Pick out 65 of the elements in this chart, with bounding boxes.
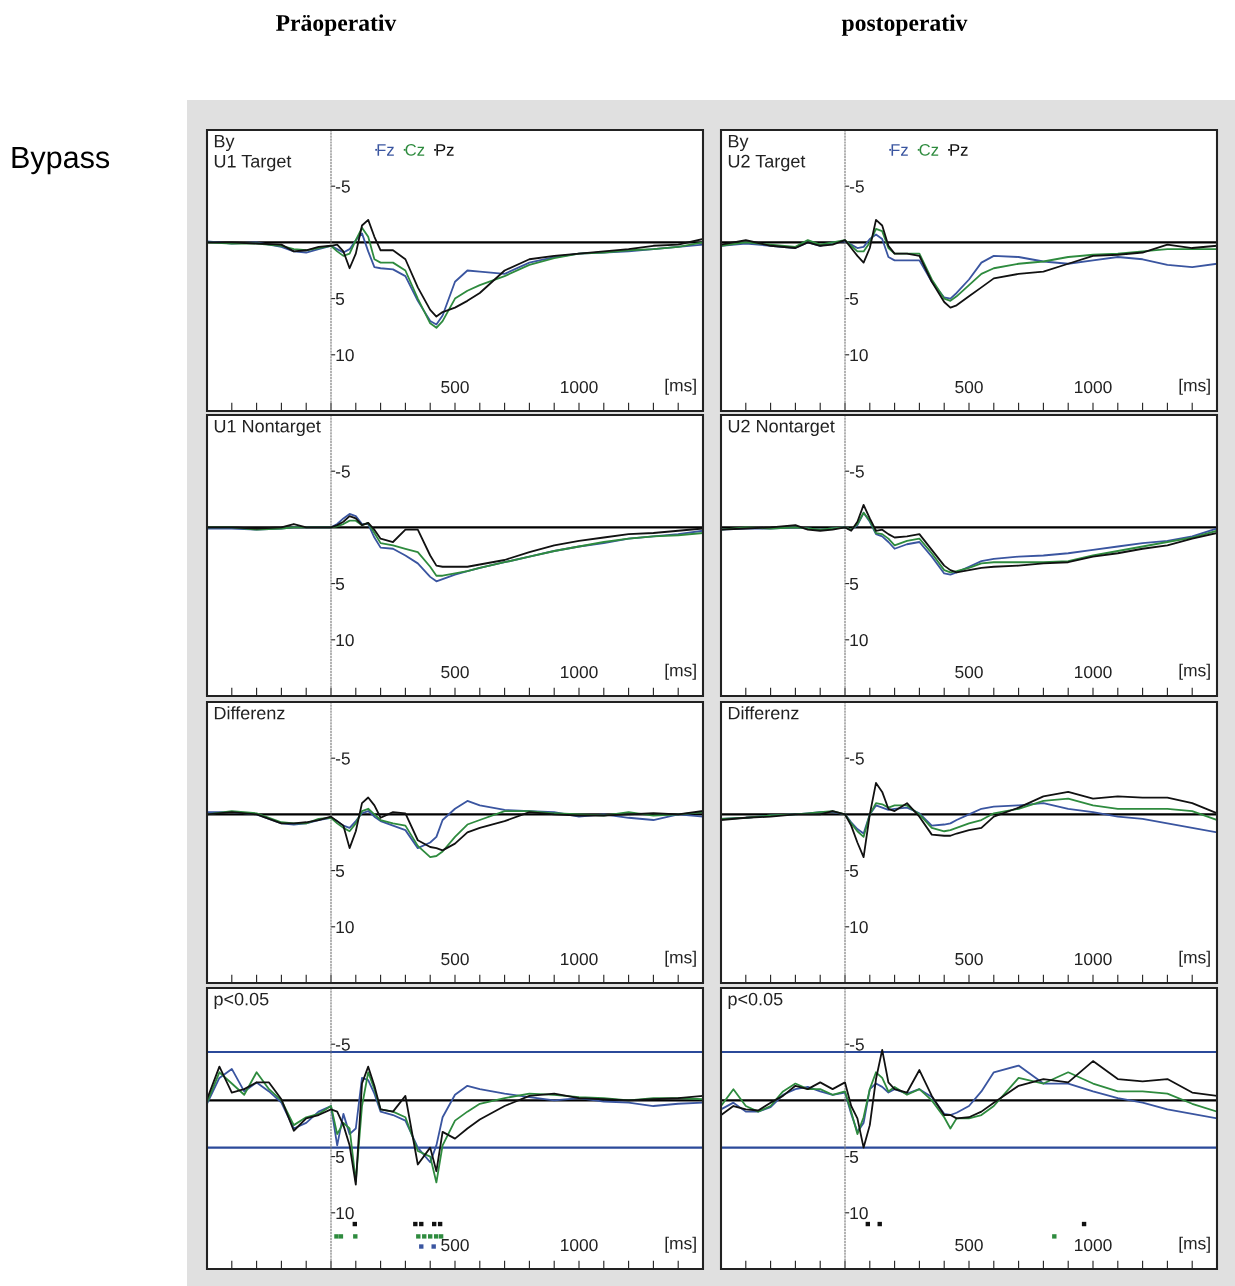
x-tick-label: 1000 [1075, 1238, 1112, 1252]
x-tick-label: 500 [441, 1238, 469, 1252]
y-tick-label: 5 [335, 1150, 345, 1164]
text: By U1 Target [214, 134, 292, 172]
y-tick-label: 10 [850, 920, 868, 934]
x-tick-label: 500 [955, 665, 983, 679]
x-tick-label: 1000 [1075, 952, 1112, 966]
legend-label: Fz [891, 144, 908, 156]
legend-label: Cz [919, 144, 939, 156]
y-tick-label: 5 [849, 292, 859, 306]
y-tick-label: 5 [849, 1150, 859, 1164]
x-tick-label: 500 [955, 1238, 983, 1252]
y-tick-label: -5 [335, 752, 350, 765]
y-tick-label: 5 [335, 577, 345, 591]
x-axis-title: [ms] [665, 663, 696, 680]
y-tick-label: -5 [849, 752, 864, 765]
x-axis-title: [ms] [665, 950, 696, 967]
y-tick-label: 5 [335, 292, 345, 306]
x-tick-label: 1000 [1075, 380, 1112, 394]
chart-subtitle: U1 Nontarget [214, 419, 321, 437]
legend-label: Cz [405, 144, 425, 156]
x-axis-title: [ms] [1179, 1236, 1210, 1253]
y-tick-label: 10 [850, 633, 868, 647]
y-tick-label: 5 [335, 864, 345, 878]
y-tick-label: -5 [335, 180, 350, 193]
x-tick-label: 500 [441, 952, 469, 966]
legend-label: Pz [950, 144, 968, 156]
x-axis-title: [ms] [1179, 663, 1210, 680]
y-tick-label: 10 [850, 348, 868, 362]
legend-label: Fz [377, 144, 394, 156]
x-axis-title: [ms] [1179, 378, 1210, 395]
legend-label: Pz [436, 144, 454, 156]
x-tick-label: 500 [441, 665, 469, 679]
y-tick-label: 10 [336, 633, 354, 647]
chart-subtitle: Differenz [214, 706, 285, 720]
x-tick-label: 1000 [561, 380, 598, 394]
y-tick-label: 10 [336, 920, 354, 934]
y-tick-label: 10 [336, 348, 354, 362]
chart-subtitle: p<0.05 [214, 992, 269, 1010]
x-tick-label: 1000 [561, 1238, 598, 1252]
y-tick-label: -5 [335, 465, 350, 478]
y-tick-label: -5 [849, 180, 864, 193]
text: Bypass [12, 146, 110, 175]
chart-subtitle: Differenz [728, 706, 799, 720]
x-tick-label: 500 [955, 952, 983, 966]
x-axis-title: [ms] [665, 1236, 696, 1253]
chart-title: Präoperativ [276, 14, 397, 36]
text: By U2 Target [728, 134, 806, 172]
y-tick-label: -5 [849, 465, 864, 478]
y-tick-label: 5 [849, 577, 859, 591]
x-axis-title: [ms] [665, 378, 696, 395]
y-tick-label: -5 [849, 1038, 864, 1051]
x-tick-label: 1000 [1075, 665, 1112, 679]
y-tick-label: 10 [850, 1206, 868, 1220]
y-tick-label: -5 [335, 1038, 350, 1051]
chart-subtitle: U2 Nontarget [728, 419, 835, 437]
x-axis-title: [ms] [1179, 950, 1210, 967]
chart-subtitle: p<0.05 [728, 992, 783, 1010]
chart-title: postoperativ [841, 14, 968, 36]
x-tick-label: 1000 [561, 952, 598, 966]
y-tick-label: 5 [849, 864, 859, 878]
x-tick-label: 500 [955, 380, 983, 394]
x-tick-label: 1000 [561, 665, 598, 679]
y-tick-label: 10 [336, 1206, 354, 1220]
x-tick-label: 500 [441, 380, 469, 394]
